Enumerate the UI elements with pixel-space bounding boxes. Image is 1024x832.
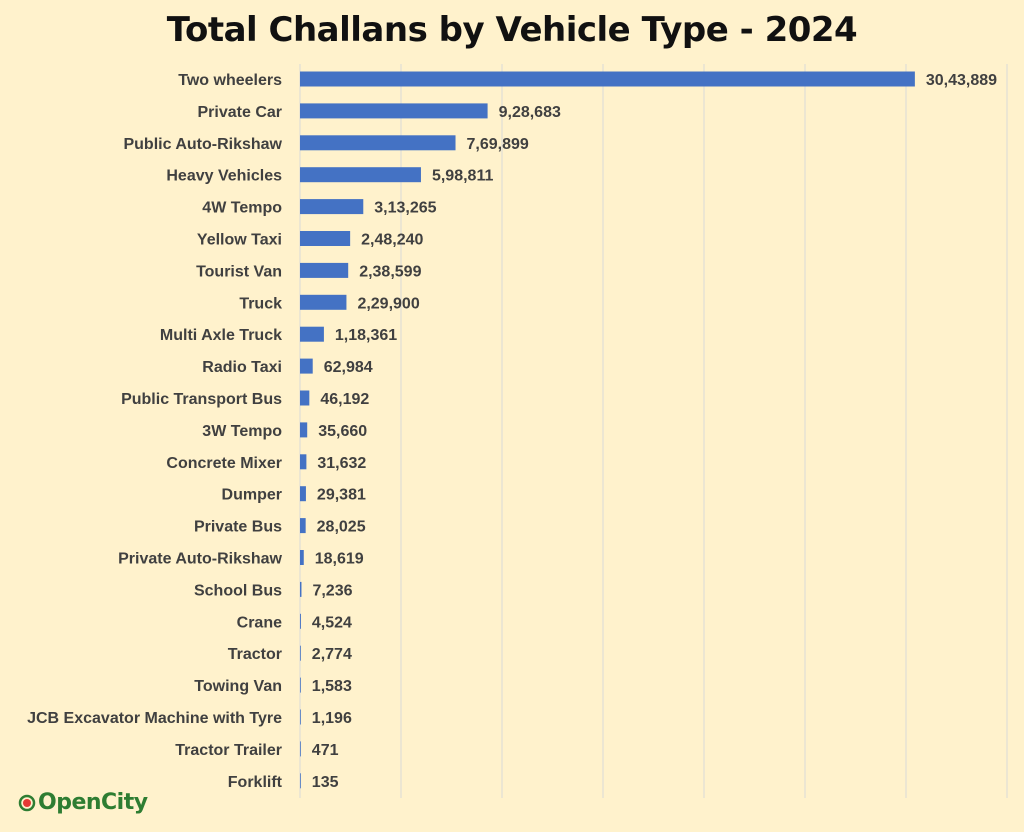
data-label: 31,632 [317, 455, 366, 472]
bar [300, 199, 364, 215]
opencity-logo-icon [18, 794, 36, 811]
data-label: 2,29,900 [357, 295, 419, 312]
bar [300, 167, 421, 183]
data-label: 1,18,361 [335, 327, 397, 344]
bar [300, 645, 301, 661]
bar [300, 103, 488, 119]
data-label: 3,13,265 [374, 200, 436, 217]
category-label: Yellow Taxi [197, 232, 282, 249]
bar [300, 773, 301, 789]
data-label: 18,619 [315, 551, 364, 568]
data-label: 2,38,599 [359, 263, 421, 280]
bar [300, 741, 301, 757]
category-label: Towing Van [194, 678, 282, 695]
labels: Two wheelers 30,43,889 Private Car 9,28,683… [27, 72, 997, 791]
data-label: 7,69,899 [467, 136, 529, 153]
data-label: 4,524 [312, 614, 352, 631]
category-label: School Bus [194, 582, 282, 599]
data-label: 9,28,683 [499, 104, 561, 121]
bar [300, 71, 915, 87]
category-label: 3W Tempo [202, 423, 282, 440]
bar [300, 262, 349, 278]
data-label: 7,236 [312, 582, 352, 599]
category-label: Private Car [198, 104, 283, 121]
category-label: Truck [239, 295, 282, 312]
bar [300, 326, 324, 342]
category-label: Heavy Vehicles [166, 168, 282, 185]
category-label: JCB Excavator Machine with Tyre [27, 710, 282, 727]
category-label: Multi Axle Truck [160, 327, 282, 344]
data-label: 62,984 [324, 359, 373, 376]
bar [300, 135, 456, 151]
category-label: Tourist Van [196, 263, 282, 280]
bar [300, 231, 351, 246]
gridlines [299, 64, 1008, 798]
data-label: 2,48,240 [361, 232, 423, 249]
bar [300, 518, 306, 534]
bar [300, 486, 306, 502]
category-label: Public Transport Bus [121, 391, 282, 408]
bar [300, 390, 310, 406]
chart-title: Total Challans by Vehicle Type - 2024 [166, 10, 858, 50]
category-label: Dumper [222, 487, 282, 504]
bars [300, 71, 915, 789]
bar [300, 454, 307, 470]
data-label: 1,583 [312, 678, 352, 695]
bar [300, 581, 302, 597]
bar [300, 613, 301, 629]
bar [300, 294, 347, 310]
opencity-logo: OpenCity [18, 790, 148, 815]
category-label: Crane [237, 614, 282, 631]
bar [300, 550, 304, 565]
data-label: 135 [312, 774, 339, 791]
category-label: Private Bus [194, 519, 282, 536]
category-label: Public Auto-Rikshaw [123, 136, 282, 153]
category-label: Forklift [228, 774, 283, 791]
bar [300, 709, 301, 725]
data-label: 46,192 [320, 391, 369, 408]
data-label: 5,98,811 [432, 168, 494, 185]
data-label: 29,381 [317, 487, 366, 504]
bar [300, 422, 308, 438]
data-label: 2,774 [312, 646, 352, 663]
category-label: Tractor Trailer [175, 742, 282, 759]
data-label: 471 [312, 742, 339, 759]
category-label: Two wheelers [178, 72, 282, 89]
data-label: 35,660 [318, 423, 367, 440]
category-label: Concrete Mixer [166, 455, 282, 472]
data-label: 28,025 [317, 519, 366, 536]
category-label: Radio Taxi [202, 359, 282, 376]
bar [300, 358, 313, 374]
category-label: Private Auto-Rikshaw [118, 551, 282, 568]
data-label: 1,196 [312, 710, 352, 727]
category-label: 4W Tempo [202, 200, 282, 217]
data-label: 30,43,889 [926, 72, 997, 89]
logo-text: OpenCity [38, 790, 148, 815]
category-label: Tractor [228, 646, 282, 663]
bar [300, 677, 301, 693]
